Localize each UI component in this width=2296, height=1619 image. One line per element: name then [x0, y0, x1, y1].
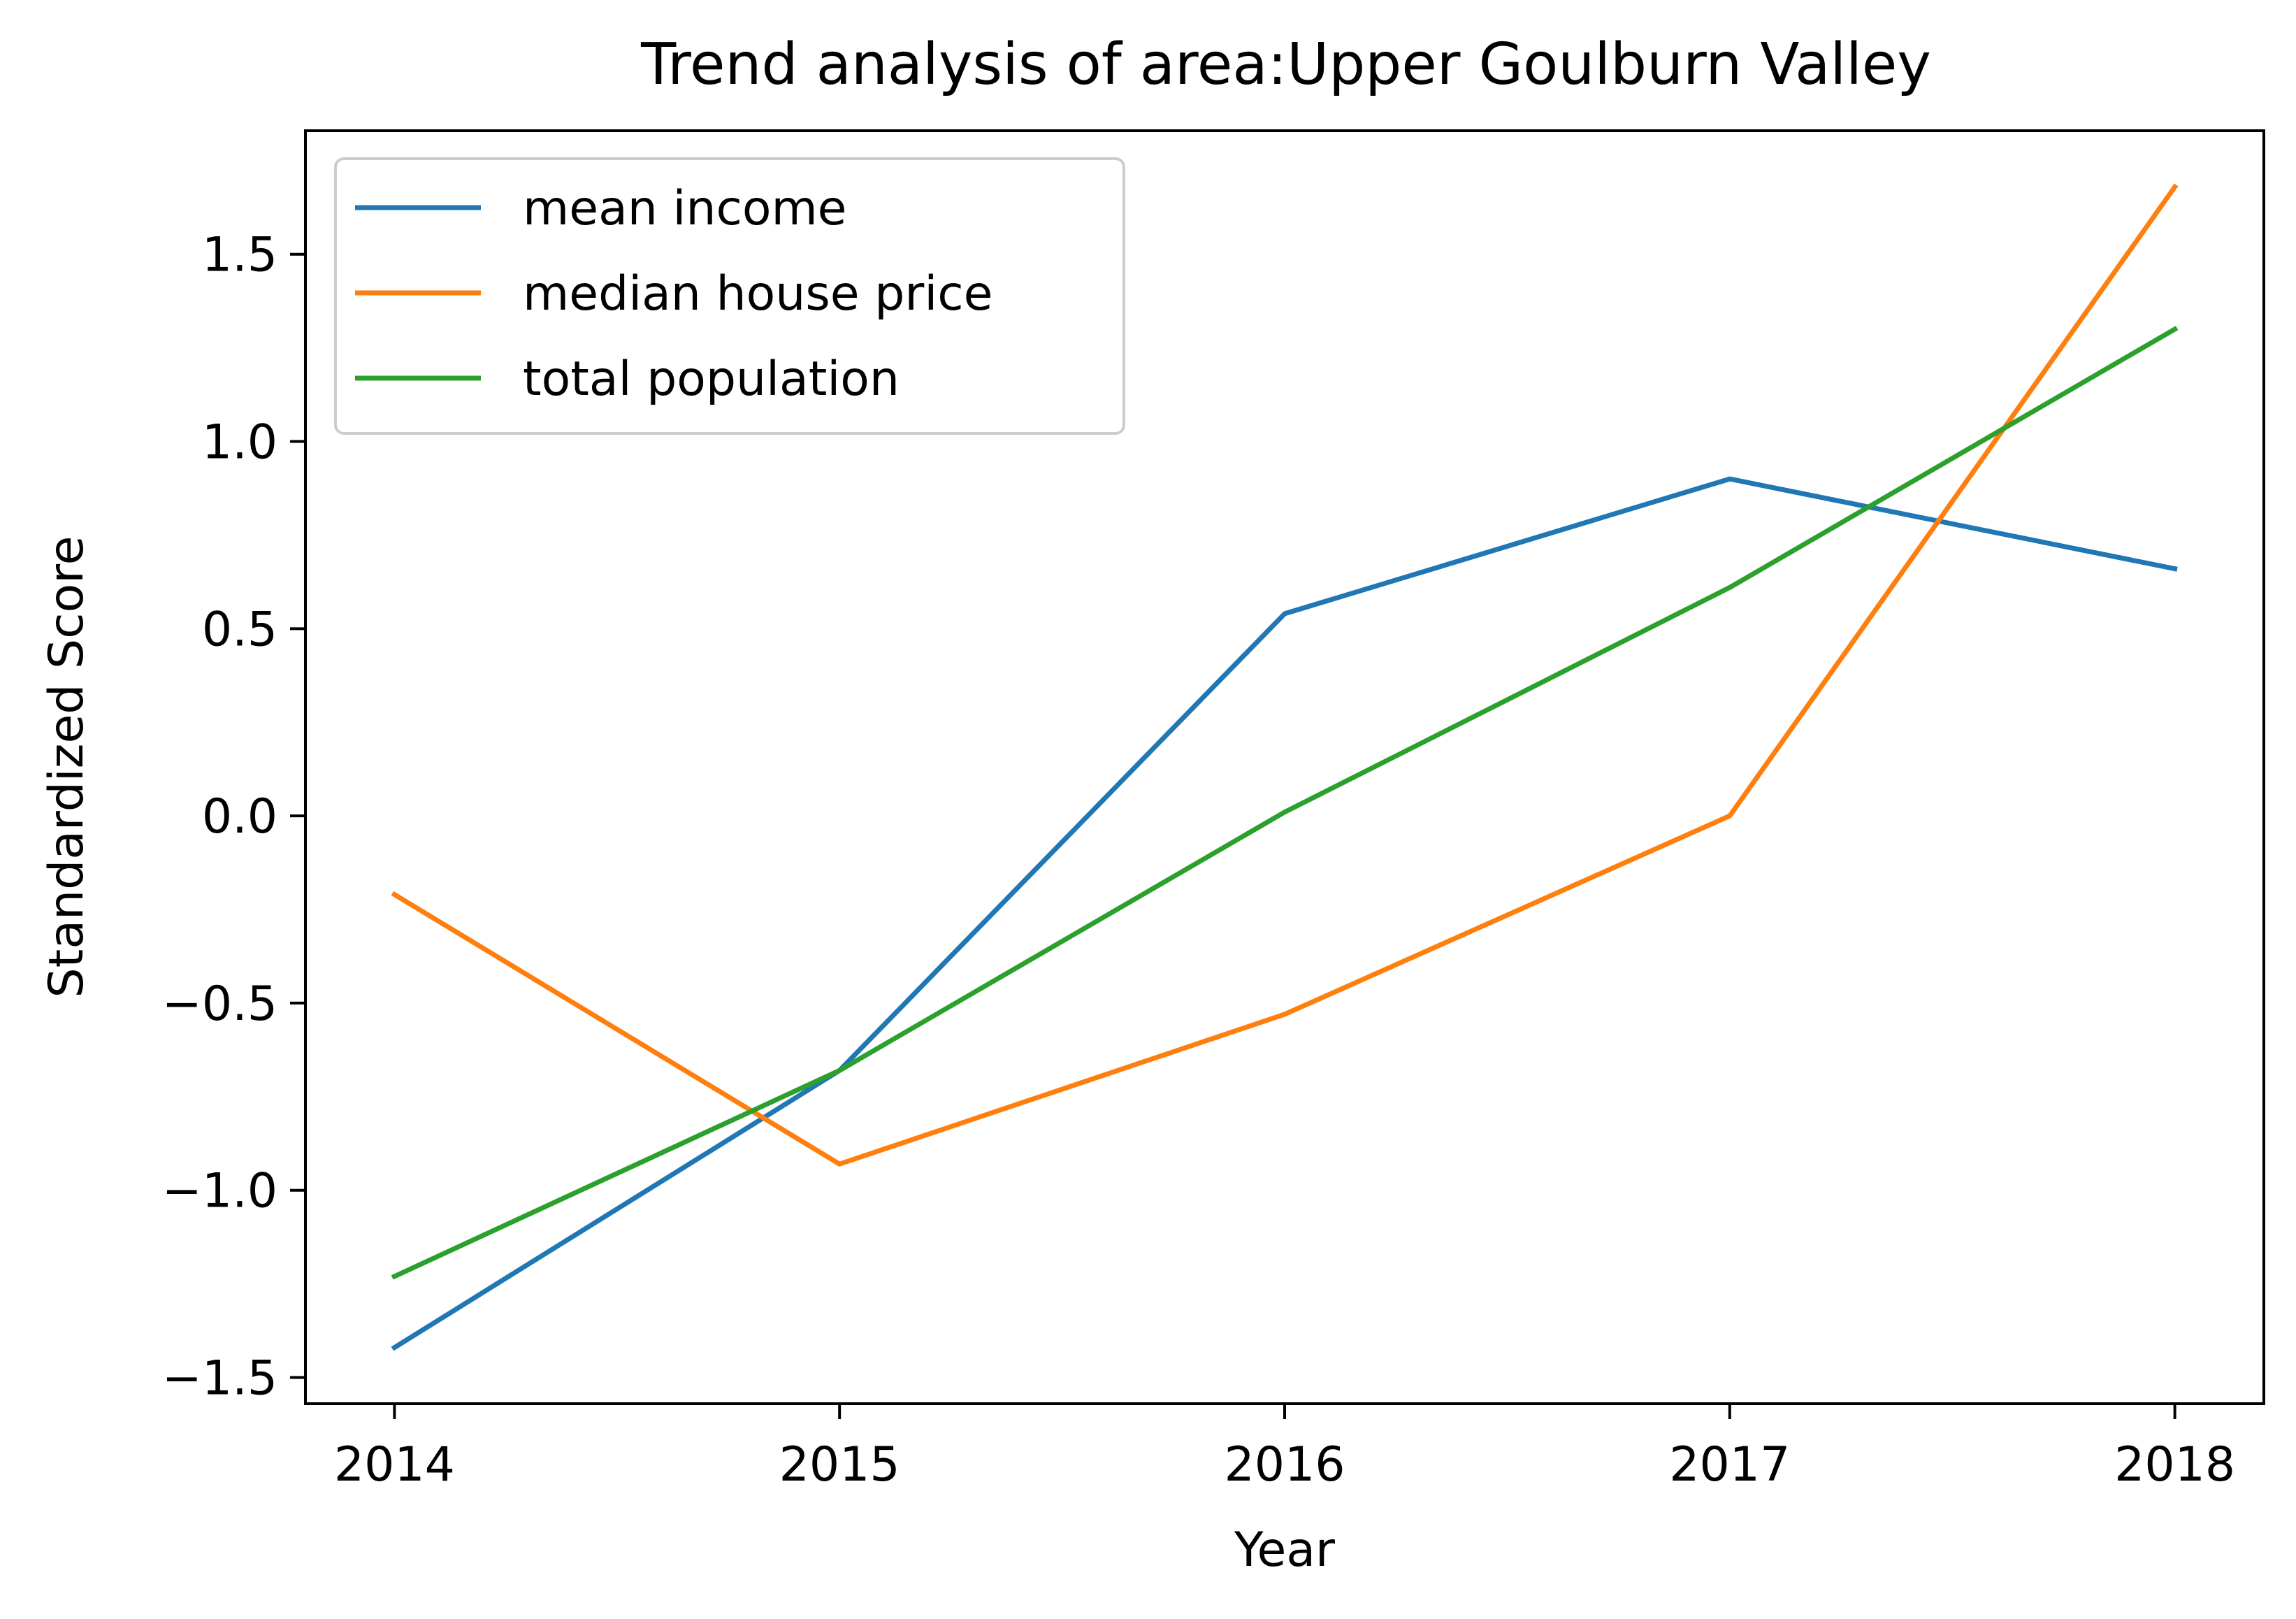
y-axis-label: Standardized Score — [39, 535, 94, 998]
x-tick-label: 2017 — [1669, 1437, 1790, 1492]
x-tick-label: 2014 — [334, 1437, 455, 1492]
chart-title: Trend analysis of area:Upper Goulburn Va… — [640, 31, 1931, 98]
legend: mean income median house price total popul… — [334, 157, 1125, 435]
x-axis-label: Year — [1234, 1523, 1335, 1578]
plot-area — [391, 183, 2179, 1351]
y-tick-label: −0.5 — [162, 977, 277, 1032]
y-tick-label: −1.5 — [162, 1351, 277, 1406]
x-tick-label: 2018 — [2114, 1437, 2235, 1492]
x-tick-label: 2015 — [779, 1437, 900, 1492]
y-tick-label: −1.0 — [162, 1164, 277, 1219]
y-tick-label: 0.0 — [202, 789, 277, 844]
series-line-median-house-price — [391, 183, 2179, 1167]
y-tick-label: 1.0 — [202, 415, 277, 470]
y-tick-label: 0.5 — [202, 602, 277, 657]
y-tick-label: 1.5 — [202, 228, 277, 283]
series-line-total-population — [391, 326, 2179, 1280]
x-tick-label: 2016 — [1224, 1437, 1345, 1492]
series-line-mean-income — [391, 476, 2178, 1351]
legend-label-median-house-price: median house price — [523, 266, 992, 322]
legend-box — [334, 157, 1125, 435]
legend-label-mean-income: mean income — [523, 181, 847, 236]
legend-label-total-population: total population — [523, 352, 900, 407]
